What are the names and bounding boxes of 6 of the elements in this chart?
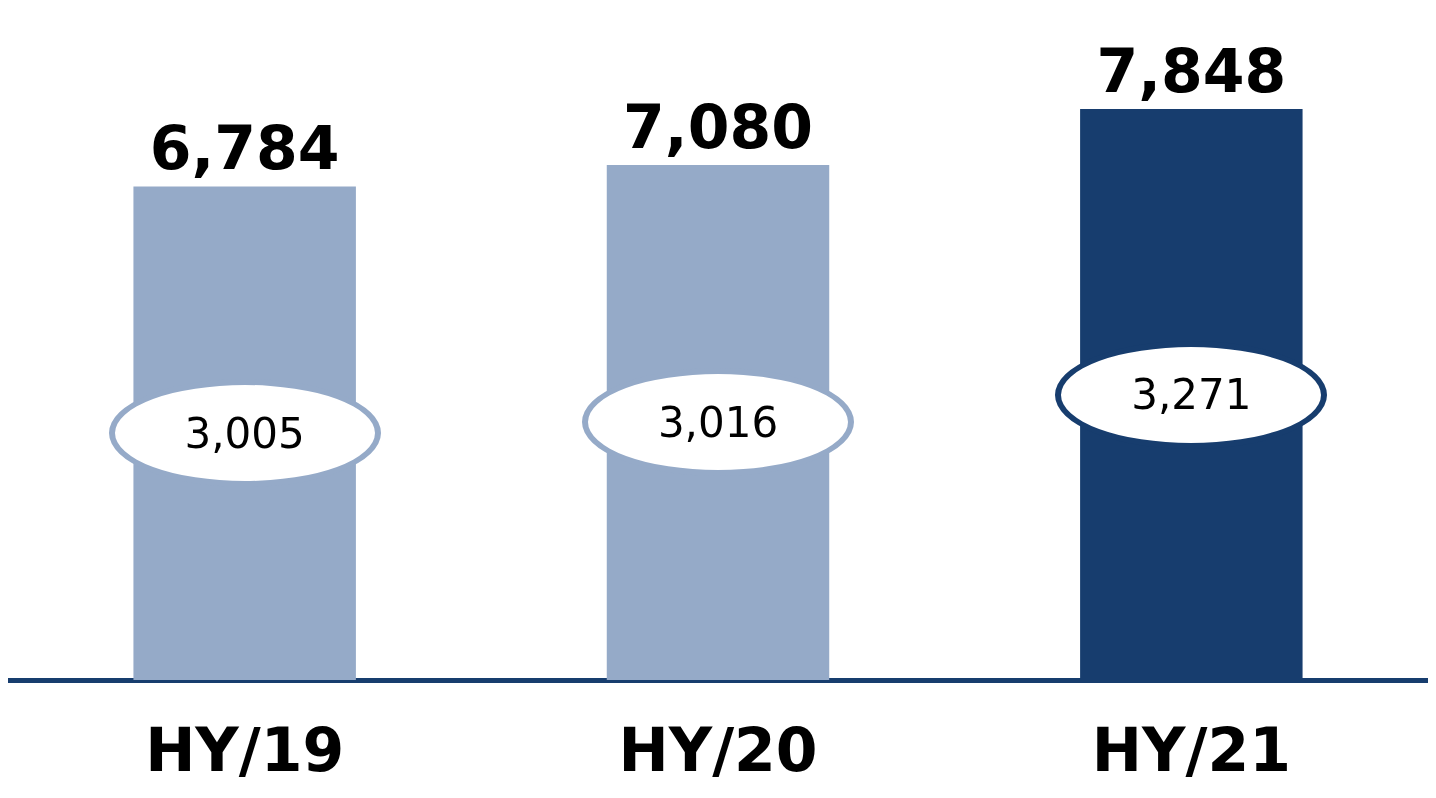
data-label: 7,080 (623, 91, 813, 162)
data-label: 7,848 (1096, 36, 1287, 107)
x-tick-label: HY/19 (145, 715, 345, 785)
x-tick-label: HY/21 (1091, 715, 1291, 785)
data-label: 6,784 (149, 113, 340, 184)
x-tick-label: HY/20 (618, 715, 818, 785)
